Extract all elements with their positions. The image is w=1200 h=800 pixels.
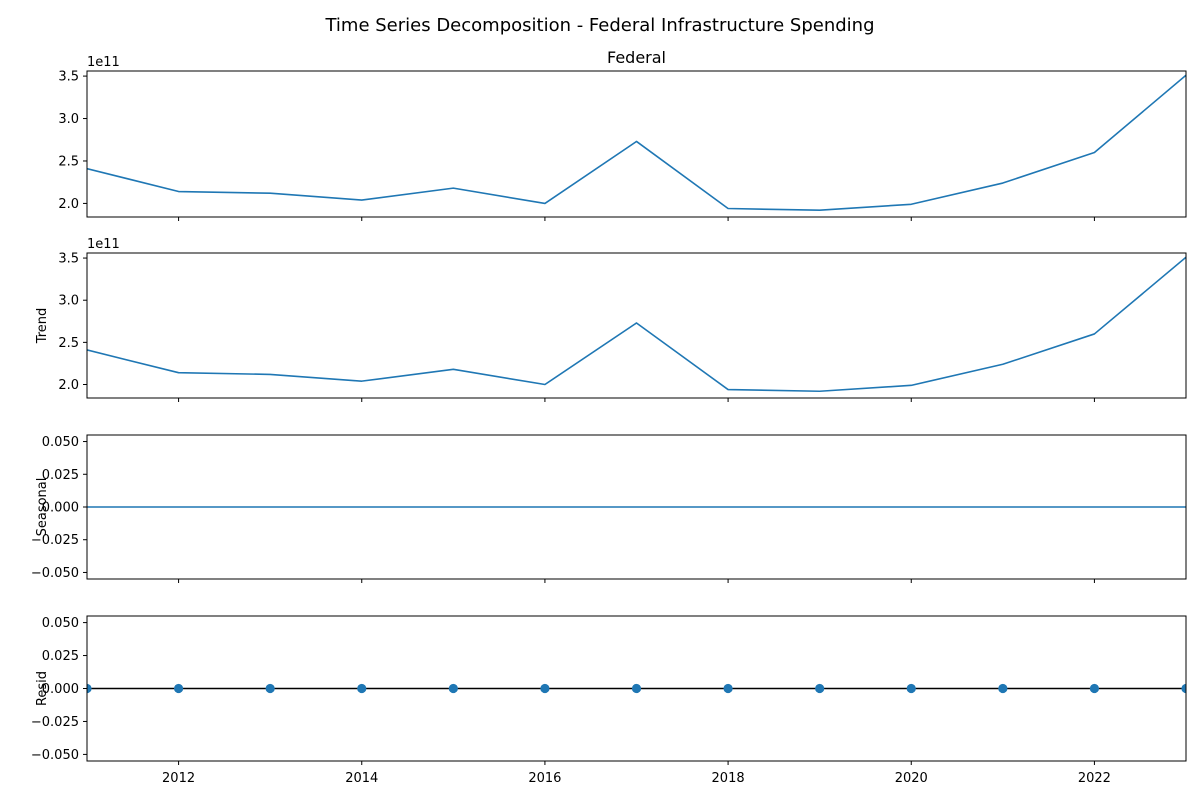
trend-ytick-label: 3.5 (58, 252, 79, 267)
trend-marks (87, 256, 1186, 393)
figure-suptitle: Time Series Decomposition - Federal Infr… (324, 15, 874, 36)
resid-point (540, 683, 550, 694)
resid-ytick-label: −0.025 (31, 715, 79, 730)
trend-ytick-label: 2.5 (58, 336, 79, 351)
seasonal-panel: −0.050 −0.025 0.000 0.025 0.050 Seasonal (31, 434, 1187, 583)
seasonal-ytick-label: 0.050 (42, 435, 79, 450)
observed-series-line (87, 74, 1186, 212)
resid-xtick-label: 2012 (162, 771, 195, 786)
resid-ylabel: Resid (35, 671, 50, 706)
panels-group: 2.0 2.5 3.0 3.5 1e11 Federal 2.0 2.5 3.0 3.5 1e11 T… (31, 48, 1187, 786)
seasonal-ytick-label: −0.050 (31, 566, 79, 581)
observed-ytick-label: 3.5 (58, 70, 79, 85)
resid-point (723, 683, 733, 694)
trend-axes-frame (86, 252, 1187, 399)
resid-point (357, 683, 367, 694)
resid-xtick-label: 2014 (345, 771, 378, 786)
resid-point (998, 683, 1008, 694)
observed-axes-frame (86, 70, 1187, 218)
resid-ytick-label: 0.050 (42, 616, 79, 631)
observed-ytick-label: 3.0 (58, 112, 79, 127)
resid-point (1181, 683, 1186, 694)
resid-point (1089, 683, 1100, 694)
observed-panel: 2.0 2.5 3.0 3.5 1e11 Federal (58, 48, 1187, 221)
resid-point (448, 683, 458, 694)
resid-ytick-label: 0.025 (42, 649, 79, 664)
trend-ytick-label: 2.0 (58, 378, 79, 393)
seasonal-ylabel: Seasonal (35, 478, 50, 537)
resid-marks (87, 683, 1186, 694)
seasonal-ytick-label: 0.025 (42, 468, 79, 483)
resid-panel: −0.050 −0.025 0.000 0.025 0.050 2012 2014 2016 2… (31, 615, 1187, 786)
resid-xtick-label: 2020 (895, 771, 928, 786)
trend-offset-label: 1e11 (87, 237, 120, 252)
trend-ylabel: Trend (35, 308, 50, 345)
resid-xtick-label: 2022 (1078, 771, 1111, 786)
observed-ytick-label: 2.5 (58, 154, 79, 169)
resid-ytick-label: 0.000 (42, 682, 79, 697)
resid-point (906, 683, 916, 694)
resid-xtick-label: 2016 (528, 771, 561, 786)
trend-series-line (87, 256, 1186, 393)
resid-xtick-label: 2018 (712, 771, 745, 786)
resid-ytick-label: −0.050 (31, 748, 79, 763)
resid-point (815, 683, 825, 694)
observed-title: Federal (607, 48, 666, 67)
trend-panel: 2.0 2.5 3.0 3.5 1e11 Trend (35, 237, 1187, 402)
seasonal-ytick-label: 0.000 (42, 501, 79, 516)
seasonal-ytick-label: −0.025 (31, 533, 79, 548)
observed-ytick-label: 2.0 (58, 197, 79, 212)
resid-point (265, 683, 275, 694)
trend-ytick-label: 3.0 (58, 294, 79, 309)
observed-marks (87, 74, 1186, 212)
observed-offset-label: 1e11 (87, 55, 120, 70)
resid-axes-frame (86, 615, 1187, 762)
resid-point (87, 683, 92, 694)
resid-point (173, 683, 184, 694)
seasonal-axes-frame (86, 434, 1187, 580)
resid-point (631, 683, 642, 694)
